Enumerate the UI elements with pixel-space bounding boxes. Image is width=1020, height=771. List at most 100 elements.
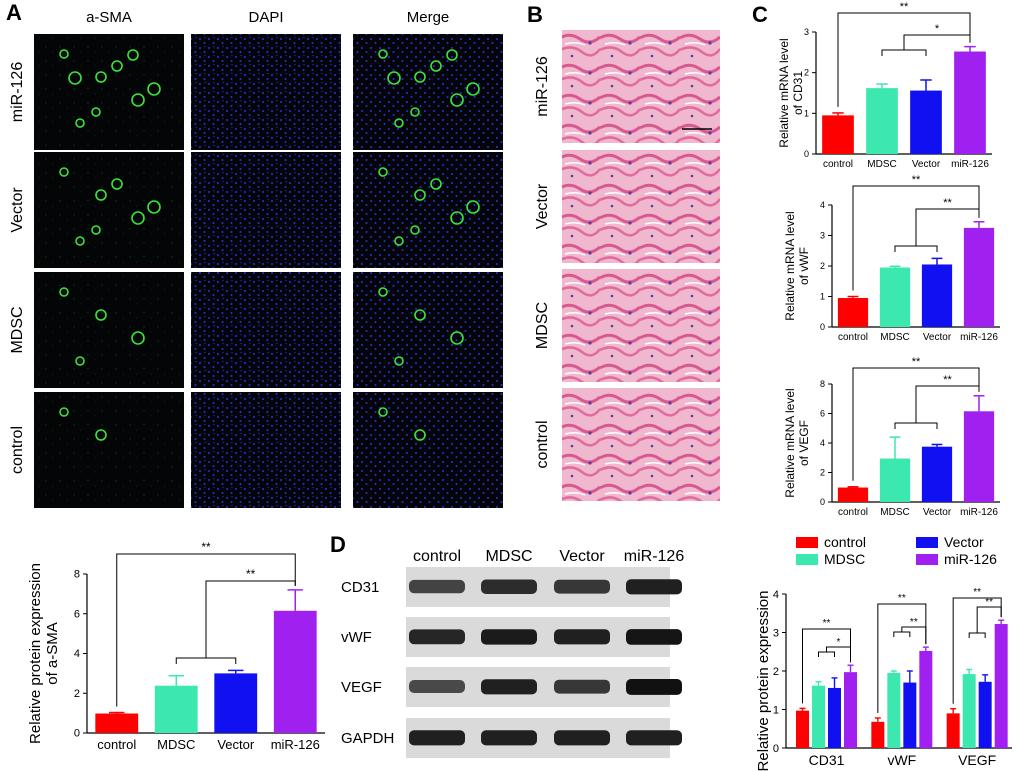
bar-MDSC bbox=[879, 458, 911, 502]
chart-c_cd31: 0 1 2 3 Relative mRNA level of CD31 control MDS… bbox=[777, 1, 992, 170]
bar-Vector bbox=[903, 682, 917, 748]
row-label: MDSC bbox=[534, 302, 551, 349]
significance-bracket bbox=[826, 646, 851, 663]
significance-bracket bbox=[968, 632, 986, 638]
significance-label: * bbox=[837, 637, 841, 648]
x-tick-label: control bbox=[823, 159, 853, 170]
significance-bracket bbox=[903, 34, 971, 50]
micrograph-tile bbox=[191, 34, 341, 150]
vessel-mark bbox=[147, 82, 161, 96]
micrograph-tile bbox=[191, 152, 341, 268]
significance-bracket bbox=[894, 422, 938, 429]
row-label: miR-126 bbox=[9, 62, 26, 123]
vessel-mark bbox=[95, 429, 107, 441]
protein-label: VEGF bbox=[341, 679, 382, 696]
row-label: miR-126 bbox=[534, 56, 551, 117]
significance-bracket bbox=[877, 603, 927, 713]
y-tick-label: 1 bbox=[804, 108, 809, 118]
y-tick-label: 3 bbox=[773, 628, 779, 640]
micrograph-tile bbox=[353, 392, 503, 508]
column-label: Merge bbox=[407, 9, 450, 26]
bar-control bbox=[837, 298, 869, 327]
protein-label: vWF bbox=[341, 629, 372, 646]
lane-label: Vector bbox=[559, 548, 605, 565]
vessel-mark bbox=[466, 200, 480, 214]
significance-bracket bbox=[901, 626, 927, 645]
vessel-mark bbox=[378, 49, 388, 59]
blot-band bbox=[626, 579, 682, 595]
x-tick-label: control bbox=[838, 507, 868, 518]
significance-bracket bbox=[852, 185, 980, 291]
x-tick-label: miR-126 bbox=[960, 332, 998, 343]
blot-band bbox=[626, 629, 682, 645]
legend-label: miR-126 bbox=[944, 551, 997, 567]
histology-tile bbox=[562, 150, 720, 263]
bar-control bbox=[946, 713, 960, 748]
x-tick-label: VEGF bbox=[958, 752, 996, 768]
significance-bracket bbox=[116, 553, 296, 707]
lane-label: control bbox=[413, 548, 461, 565]
x-tick-label: MDSC bbox=[880, 332, 909, 343]
blot-band bbox=[554, 579, 610, 594]
vessel-mark bbox=[378, 167, 388, 177]
y-tick-label: 4 bbox=[74, 648, 80, 660]
x-tick-label: MDSC bbox=[880, 507, 909, 518]
legend-swatch bbox=[916, 537, 938, 548]
vessel-mark bbox=[59, 167, 69, 177]
blot-band bbox=[554, 629, 610, 645]
vessel-mark bbox=[131, 331, 145, 345]
y-tick-label: 4 bbox=[820, 200, 825, 210]
bar-miR-126 bbox=[994, 624, 1008, 748]
vessel-mark bbox=[394, 356, 404, 366]
bar-Vector bbox=[214, 673, 258, 733]
vessel-mark bbox=[410, 225, 420, 235]
vessel-mark bbox=[127, 49, 139, 61]
micrograph-tile bbox=[34, 152, 184, 268]
x-tick-label: control bbox=[97, 737, 136, 752]
x-tick-label: CD31 bbox=[809, 752, 845, 768]
y-tick-label: 0 bbox=[74, 728, 80, 740]
vessel-mark bbox=[59, 407, 69, 417]
vessel-mark bbox=[95, 71, 107, 83]
column-label: DAPI bbox=[248, 9, 283, 26]
y-tick-label: 6 bbox=[74, 608, 80, 620]
vessel-mark bbox=[378, 407, 388, 417]
blot-band bbox=[481, 579, 537, 594]
panel-label-d: D bbox=[330, 532, 346, 557]
bar-MDSC bbox=[812, 685, 825, 748]
y-tick-label: 8 bbox=[74, 569, 80, 581]
micrograph-tile bbox=[34, 34, 184, 150]
y-axis-label: of vWF bbox=[797, 247, 811, 285]
y-tick-label: 8 bbox=[820, 379, 825, 389]
vessel-mark bbox=[446, 49, 458, 61]
vessel-mark bbox=[450, 211, 464, 225]
y-tick-label: 4 bbox=[820, 438, 825, 448]
vessel-mark bbox=[450, 331, 464, 345]
bar-control bbox=[837, 487, 869, 502]
panel-label-a: A bbox=[6, 0, 22, 25]
blot-band bbox=[481, 730, 537, 746]
panel-d-western-blot: control MDSC Vector miR-126 CD31 vWF VEGF GAPDH bbox=[341, 548, 684, 758]
histology-tile bbox=[562, 388, 720, 501]
micrograph-tile bbox=[191, 392, 341, 508]
bar-control bbox=[822, 115, 854, 154]
x-tick-label: vWF bbox=[887, 752, 916, 768]
micrograph-tile bbox=[353, 152, 503, 268]
y-axis-label: Relative mRNA level bbox=[777, 38, 791, 147]
bar-MDSC bbox=[154, 685, 198, 733]
bar-MDSC bbox=[962, 674, 976, 748]
x-tick-label: Vector bbox=[912, 159, 941, 170]
blot-band bbox=[626, 730, 682, 746]
legend-swatch bbox=[796, 537, 818, 548]
significance-bracket bbox=[852, 367, 980, 481]
micrograph-tile bbox=[353, 34, 503, 150]
x-tick-label: MDSC bbox=[157, 737, 195, 752]
y-tick-label: 0 bbox=[773, 743, 779, 755]
significance-label: ** bbox=[898, 593, 906, 604]
y-tick-label: 4 bbox=[773, 589, 779, 601]
bar-Vector bbox=[921, 264, 953, 327]
vessel-mark bbox=[414, 429, 426, 441]
bar-miR-126 bbox=[963, 411, 995, 502]
